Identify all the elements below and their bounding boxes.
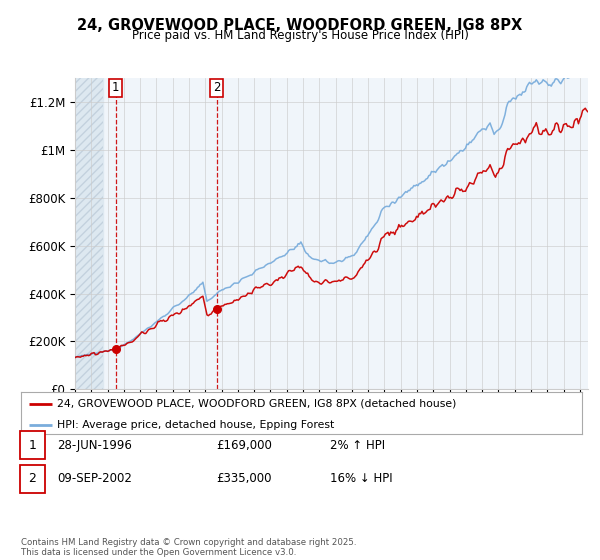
Text: 1: 1 xyxy=(112,81,119,95)
Bar xyxy=(75,78,103,389)
Text: 2: 2 xyxy=(28,472,37,486)
Text: £335,000: £335,000 xyxy=(216,472,271,486)
Text: 09-SEP-2002: 09-SEP-2002 xyxy=(57,472,132,486)
Text: 1: 1 xyxy=(28,438,37,452)
Text: 2: 2 xyxy=(213,81,220,95)
Text: 28-JUN-1996: 28-JUN-1996 xyxy=(57,438,132,452)
Bar xyxy=(75,78,103,389)
Text: 24, GROVEWOOD PLACE, WOODFORD GREEN, IG8 8PX (detached house): 24, GROVEWOOD PLACE, WOODFORD GREEN, IG8… xyxy=(58,399,457,409)
Text: HPI: Average price, detached house, Epping Forest: HPI: Average price, detached house, Eppi… xyxy=(58,420,335,430)
Text: 16% ↓ HPI: 16% ↓ HPI xyxy=(330,472,392,486)
Text: Contains HM Land Registry data © Crown copyright and database right 2025.
This d: Contains HM Land Registry data © Crown c… xyxy=(21,538,356,557)
Text: 2% ↑ HPI: 2% ↑ HPI xyxy=(330,438,385,452)
Text: Price paid vs. HM Land Registry's House Price Index (HPI): Price paid vs. HM Land Registry's House … xyxy=(131,29,469,42)
Text: 24, GROVEWOOD PLACE, WOODFORD GREEN, IG8 8PX: 24, GROVEWOOD PLACE, WOODFORD GREEN, IG8… xyxy=(77,18,523,33)
Text: £169,000: £169,000 xyxy=(216,438,272,452)
